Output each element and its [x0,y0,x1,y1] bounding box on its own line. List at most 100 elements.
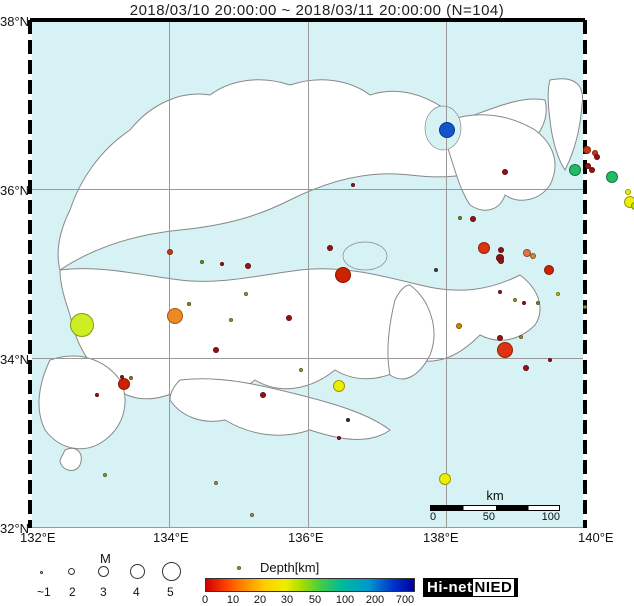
depth-legend-label: Depth[km] [260,560,319,575]
earthquake-marker-4[interactable] [569,164,581,176]
magnitude-num-1: ~1 [37,585,51,599]
depth-tick-0: 0 [202,594,208,606]
lat-label-36n: 36°N [0,183,29,198]
earthquake-marker-54[interactable] [346,418,350,422]
earthquake-marker-1[interactable] [583,146,591,154]
earthquake-marker-59[interactable] [237,566,241,570]
earthquake-marker-32[interactable] [70,313,94,337]
earthquake-marker-48[interactable] [548,358,552,362]
gridline-138e [446,20,447,528]
map-title: 2018/03/10 20:00:00 ~ 2018/03/11 20:00:0… [0,2,634,19]
earthquake-marker-41[interactable] [456,323,462,329]
earthquake-marker-44[interactable] [299,368,303,372]
map-area [30,20,585,528]
scale-num-100: 100 [542,511,560,523]
earthquake-marker-21[interactable] [544,265,554,275]
earthquake-marker-14[interactable] [470,216,476,222]
earthquake-marker-22[interactable] [327,245,333,251]
depth-tick-700: 700 [396,594,414,606]
hinet-logo-text: Hi-net [427,579,473,596]
earthquake-marker-36[interactable] [498,290,502,294]
earthquake-marker-28[interactable] [335,267,351,283]
depth-tick-50: 50 [309,594,321,606]
earthquake-marker-23[interactable] [167,249,173,255]
magnitude-num-5: 5 [167,585,174,599]
magnitude-dot-4 [130,564,145,579]
earthquake-marker-31[interactable] [229,318,233,322]
lon-label-136e: 136°E [288,530,324,545]
magnitude-num-4: 4 [133,585,140,599]
magnitude-num-3: 3 [100,585,107,599]
earthquake-marker-0[interactable] [439,122,455,138]
earthquake-marker-45[interactable] [333,380,345,392]
depth-tick-10: 10 [227,594,239,606]
earthquake-marker-55[interactable] [337,436,341,440]
lon-label-134e: 134°E [153,530,189,545]
earthquake-marker-27[interactable] [244,292,248,296]
earthquake-marker-39[interactable] [536,301,540,305]
earthquake-marker-12[interactable] [351,183,355,187]
earthquake-marker-24[interactable] [200,260,204,264]
depth-tick-200: 200 [366,594,384,606]
depth-color-bar [205,578,415,592]
earthquake-marker-47[interactable] [523,365,529,371]
earthquake-marker-52[interactable] [95,393,99,397]
earthquake-marker-20[interactable] [530,253,536,259]
earthquake-marker-53[interactable] [260,392,266,398]
lat-label-38n: 38°N [0,14,29,29]
earthquake-marker-18[interactable] [498,258,504,264]
scale-num-0: 0 [430,511,436,523]
earthquake-marker-30[interactable] [167,308,183,324]
scale-bar-label: km [420,488,570,503]
earthquake-marker-9[interactable] [625,189,631,195]
earthquake-marker-17[interactable] [498,247,504,253]
earthquake-marker-35[interactable] [434,268,438,272]
earthquake-marker-25[interactable] [220,262,224,266]
earthquake-marker-26[interactable] [245,263,251,269]
earthquake-marker-58[interactable] [250,513,254,517]
map-border-top [30,18,585,22]
lon-label-140e: 140°E [578,530,614,545]
nied-logo-text: NIED [473,579,515,596]
earthquake-marker-33[interactable] [213,347,219,353]
hinet-nied-logo: Hi-net NIED [423,578,518,597]
earthquake-marker-34[interactable] [286,315,292,321]
earthquake-marker-13[interactable] [458,216,462,220]
earthquake-marker-57[interactable] [214,481,218,485]
earthquake-marker-40[interactable] [556,292,560,296]
lon-label-138e: 138°E [423,530,459,545]
lat-label-34n: 34°N [0,352,29,367]
depth-ticks-container: 0 10 20 30 50 100 200 700 [205,592,415,606]
magnitude-legend-label: M [100,551,111,566]
earthquake-marker-15[interactable] [478,242,490,254]
earthquake-marker-37[interactable] [513,298,517,302]
earthquake-marker-6[interactable] [502,169,508,175]
earthquake-marker-50[interactable] [129,376,133,380]
gridline-136e [308,20,309,528]
earthquake-marker-5[interactable] [606,171,618,183]
earthquake-marker-43[interactable] [497,335,503,341]
magnitude-dot-5 [162,562,181,581]
earthquake-marker-60[interactable] [439,473,451,485]
magnitude-dot-3 [98,566,109,577]
map-border-left [28,20,32,528]
map-border-right [583,20,587,528]
earthquake-marker-46[interactable] [497,342,513,358]
lon-label-132e: 132°E [20,530,56,545]
earthquake-marker-3[interactable] [594,154,600,160]
magnitude-dot-1 [40,571,43,574]
depth-tick-20: 20 [254,594,266,606]
depth-tick-100: 100 [336,594,354,606]
gridline-134e [169,20,170,528]
earthquake-marker-29[interactable] [187,302,191,306]
magnitude-dot-2 [68,568,75,575]
depth-tick-30: 30 [281,594,293,606]
scale-num-50: 50 [483,511,495,523]
earthquake-marker-61[interactable] [583,305,587,309]
earthquake-marker-56[interactable] [103,473,107,477]
earthquake-marker-51[interactable] [118,378,130,390]
earthquake-marker-38[interactable] [522,301,526,305]
distance-scale-bar: km 0 50 100 [420,488,570,523]
earthquake-marker-42[interactable] [519,335,523,339]
earthquake-marker-8[interactable] [589,167,595,173]
